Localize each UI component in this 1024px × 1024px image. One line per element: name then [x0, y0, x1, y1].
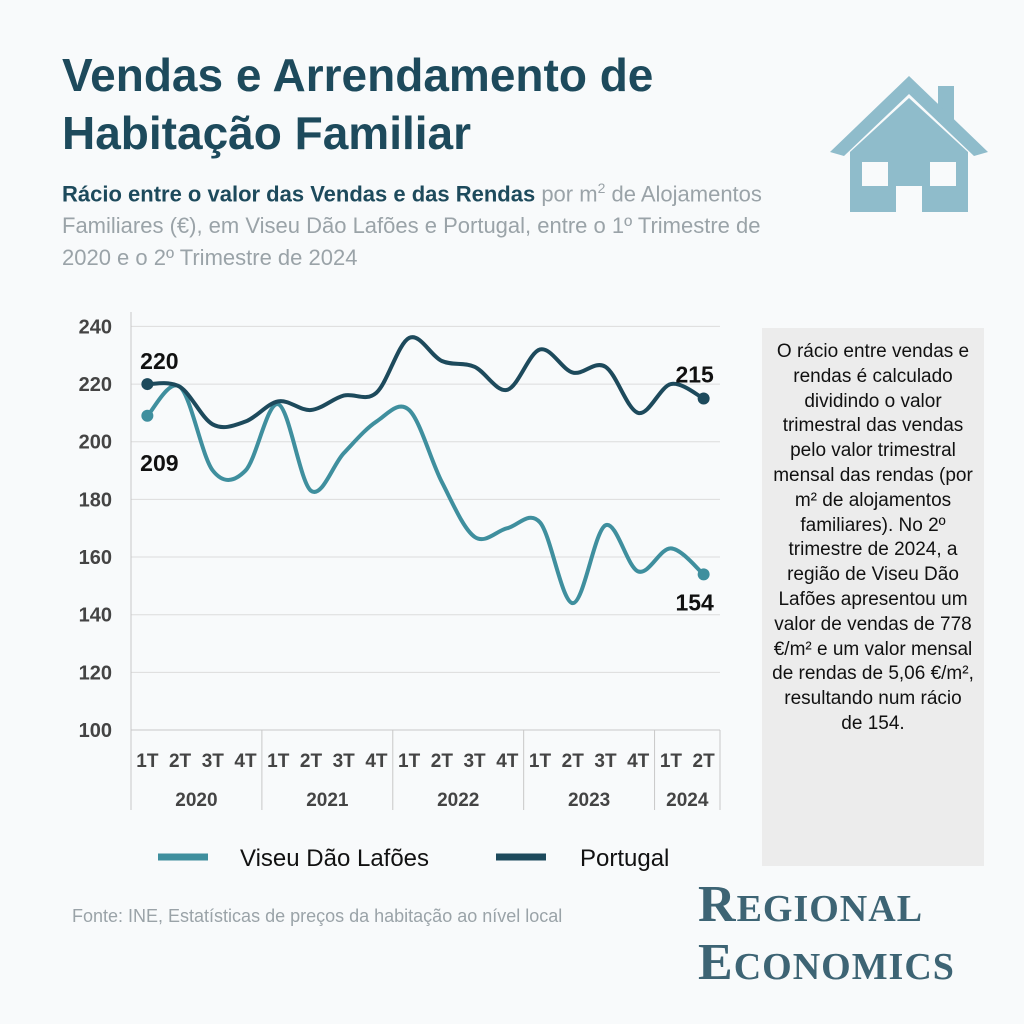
- x-tick-label: 1T: [136, 751, 159, 772]
- x-tick-label: 4T: [365, 751, 388, 772]
- y-tick-label: 220: [79, 374, 112, 396]
- page-subtitle: Rácio entre o valor das Vendas e das Ren…: [62, 172, 802, 274]
- y-tick-label: 180: [79, 489, 112, 511]
- x-tick-label: 2T: [562, 751, 585, 772]
- x-tick-label: 3T: [463, 751, 486, 772]
- series-line-viseu: [145, 383, 706, 606]
- data-label-viseu: 209: [140, 450, 178, 476]
- data-point-portugal: [697, 392, 710, 405]
- year-label: 2022: [437, 790, 479, 811]
- subtitle-rest: de Alojamentos Familiares (€), em Viseu …: [62, 181, 762, 271]
- x-tick-label: 2T: [431, 751, 454, 772]
- source-note: Fonte: INE, Estatísticas de preços da ha…: [72, 906, 563, 926]
- x-tick-label: 2T: [300, 751, 323, 772]
- x-tick-label: 4T: [627, 751, 650, 772]
- year-label: 2024: [666, 790, 709, 811]
- data-point-viseu: [141, 409, 154, 422]
- data-label-viseu: 154: [675, 589, 714, 615]
- data-label-portugal: 215: [675, 361, 714, 387]
- y-tick-label: 140: [79, 605, 112, 627]
- x-tick-label: 2T: [693, 751, 716, 772]
- x-tick-label: 4T: [234, 751, 257, 772]
- year-label: 2023: [568, 790, 610, 811]
- x-tick-label: 2T: [169, 751, 192, 772]
- y-tick-label: 240: [79, 316, 112, 338]
- x-tick-label: 1T: [529, 751, 552, 772]
- x-tick-label: 1T: [267, 751, 290, 772]
- x-tick-label: 1T: [660, 751, 683, 772]
- y-tick-label: 200: [79, 432, 112, 454]
- legend-label-viseu: Viseu Dão Lafões: [240, 845, 429, 872]
- series-line-portugal: [145, 335, 706, 430]
- x-tick-label: 3T: [333, 751, 356, 772]
- subtitle-unit: por m: [535, 181, 598, 207]
- y-tick-label: 160: [79, 547, 112, 569]
- x-tick-label: 3T: [202, 751, 225, 772]
- y-tick-label: 120: [79, 662, 112, 684]
- subtitle-sup: 2: [597, 180, 606, 196]
- subtitle-bold: Rácio entre o valor das Vendas e das Ren…: [62, 181, 536, 207]
- data-point-viseu: [697, 568, 710, 581]
- data-point-portugal: [141, 378, 154, 391]
- x-tick-label: 4T: [496, 751, 519, 772]
- y-tick-label: 100: [79, 720, 112, 742]
- explanatory-note: O rácio entre vendas e rendas é calculad…: [762, 328, 984, 866]
- house-icon: [830, 76, 988, 212]
- legend-label-portugal: Portugal: [580, 845, 669, 872]
- year-label: 2021: [306, 790, 349, 811]
- x-tick-label: 3T: [594, 751, 617, 772]
- regional-economics-logo: REGIONAL ECONOMICS: [698, 876, 955, 991]
- page-title: Vendas e Arrendamento de Habitação Famil…: [62, 49, 654, 159]
- x-tick-label: 1T: [398, 751, 421, 772]
- data-label-portugal: 220: [140, 348, 178, 374]
- year-label: 2020: [175, 790, 217, 811]
